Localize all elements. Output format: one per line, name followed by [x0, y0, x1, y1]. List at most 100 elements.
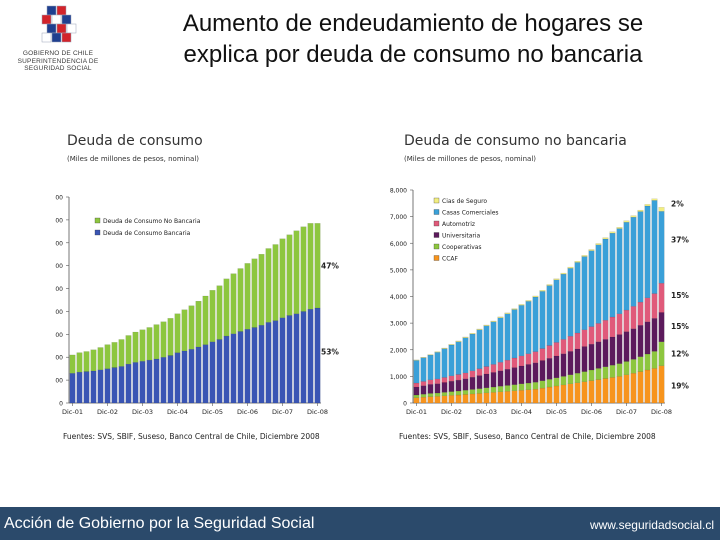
chart-1-bar-1-35 [314, 223, 321, 309]
chart-1-annotation-1: 53% [321, 348, 339, 357]
chart-2-bar-3-0 [413, 382, 420, 388]
chart-2-annotation-0: 2% [671, 199, 684, 208]
chart-2-bar-5-11 [490, 320, 497, 322]
chart-2-bar-1-34 [651, 351, 658, 369]
chart-2-bar-3-5 [448, 375, 455, 382]
chart-2-bar-3-27 [602, 320, 609, 340]
chart-2-bar-3-21 [560, 339, 567, 354]
chart-2-ytick-label: 3,000 [390, 321, 407, 328]
logo-cube-1 [56, 5, 67, 16]
chart-2-annotation-2: 15% [671, 291, 689, 300]
chart-2-bar-0-8 [469, 393, 476, 404]
chart-1-bar-0-18 [195, 346, 202, 404]
chart-2-bar-4-9 [476, 329, 483, 369]
chart-2-bar-5-22 [567, 266, 574, 269]
chart-2-bar-0-10 [483, 392, 490, 404]
chart-2-legend-label-0: CCAF [442, 256, 458, 263]
chart-1-bar-0-21 [216, 339, 223, 404]
chart-2-bar-0-33 [644, 369, 651, 404]
chart-2-bar-5-3 [434, 351, 441, 353]
logo-cube-7 [66, 23, 77, 34]
chart-1-legend-label-0: Deuda de Consumo Bancaria [103, 230, 191, 237]
chart-2-bar-2-22 [567, 351, 574, 375]
chart-2-bar-3-17 [532, 351, 539, 363]
chart-2-bar-0-11 [490, 392, 497, 404]
chart-2-bar-4-20 [553, 279, 560, 343]
chart-1-bar-0-7 [118, 366, 125, 404]
chart-2-bar-1-22 [567, 374, 574, 384]
chart-2-bar-1-16 [525, 382, 532, 390]
chart-2-bar-3-9 [476, 368, 483, 376]
chart-1-bar-1-8 [125, 335, 132, 365]
chart-2-bar-4-3 [434, 352, 441, 380]
chart-2-bar-0-6 [455, 394, 462, 404]
chart-2-xtick-label: Dic-04 [511, 408, 532, 416]
chart-2-bar-2-7 [462, 378, 469, 391]
chart-2-bar-0-1 [420, 396, 427, 404]
chart-1-title: Deuda de consumo [67, 133, 203, 149]
government-logo: GOBIERNO DE CHILE SUPERINTENDENCIA DE SE… [8, 4, 108, 80]
chart-2-legend-swatch-1 [433, 243, 440, 250]
chart-2-bar-2-23 [574, 348, 581, 374]
logo-cube-0 [46, 5, 57, 16]
chart-1-bar-0-5 [104, 368, 111, 404]
chart-2-bar-1-18 [539, 380, 546, 389]
chart-1-bar-0-24 [237, 331, 244, 404]
logo-cube-5 [46, 23, 57, 34]
chart-1-ytick-label: 4,000 [55, 355, 63, 362]
chart-1-bar-0-30 [279, 317, 286, 404]
chart-2-bar-5-26 [595, 243, 602, 245]
chart-2-bar-5-7 [462, 336, 469, 338]
chart-1-bar-0-28 [265, 322, 272, 404]
chart-2-bar-5-9 [476, 328, 483, 330]
chart-2-bar-2-33 [644, 321, 651, 355]
chart-1-xtick-label: Dic-04 [167, 408, 188, 416]
chart-1-bar-0-6 [111, 367, 118, 404]
chart-2-bar-5-5 [448, 344, 455, 346]
chart-1-bar-1-21 [216, 285, 223, 340]
slide-title-line-1: Aumento de endeudamiento de hogares se [182, 10, 644, 37]
chart-2-bar-3-8 [469, 370, 476, 378]
chart-2-bar-3-26 [595, 323, 602, 342]
chart-1-bar-1-13 [160, 321, 167, 358]
chart-2-bar-2-2 [427, 384, 434, 394]
chart-1-bar-0-17 [188, 349, 195, 404]
chart-2-xtick-label: Dic-02 [441, 408, 462, 416]
chart-1-bar-1-22 [223, 278, 230, 337]
chart-1-bar-0-16 [181, 350, 188, 404]
chart-1-ytick-label: 6,000 [55, 332, 63, 339]
slide-title: Aumento de endeudamiento de hogares se e… [118, 8, 708, 70]
chart-2-bar-1-6 [455, 390, 462, 396]
chart-2-bar-5-13 [504, 312, 511, 314]
chart-1-bar-1-12 [153, 324, 160, 360]
chart-2-bar-5-19 [546, 284, 553, 286]
chart-2-ytick-label: 7,000 [390, 214, 407, 221]
chart-1-bar-1-19 [202, 295, 209, 345]
chart-2-bar-4-25 [588, 250, 595, 327]
chart-2-bar-0-5 [448, 395, 455, 404]
chart-1-ytick-label: 16,000 [55, 217, 63, 224]
chart-2-bar-0-17 [532, 389, 539, 404]
chart-2-bar-2-24 [581, 346, 588, 372]
chart-2-bar-2-16 [525, 364, 532, 384]
chart-2-bar-5-30 [623, 220, 630, 223]
chart-2-bar-5-33 [644, 204, 651, 207]
chart-1-bar-0-29 [272, 320, 279, 404]
chart-1-bar-1-10 [139, 329, 146, 362]
logo-cube-2 [41, 14, 52, 25]
chart-2-bar-2-17 [532, 362, 539, 383]
logo-cube-8 [41, 32, 52, 43]
chart-2-bar-4-8 [469, 333, 476, 371]
chart-1-bar-0-25 [244, 329, 251, 404]
chart-2-bar-1-5 [448, 391, 455, 396]
chart-1-bar-1-4 [97, 347, 104, 370]
footer-website-link[interactable]: www.seguridadsocial.cl [589, 518, 714, 532]
chart-1-legend-swatch-0 [94, 229, 101, 236]
chart-2-legend-label-4: Casas Comerciales [442, 210, 499, 217]
chart-2-bar-2-31 [630, 328, 637, 360]
chart-2-annotation-1: 37% [671, 235, 689, 244]
logo-line-2: SUPERINTENDENCIA DE [17, 57, 99, 65]
chart-2-legend-swatch-4 [433, 209, 440, 215]
chart-2-bar-3-2 [427, 379, 434, 385]
chart-2-bar-5-20 [553, 278, 560, 281]
